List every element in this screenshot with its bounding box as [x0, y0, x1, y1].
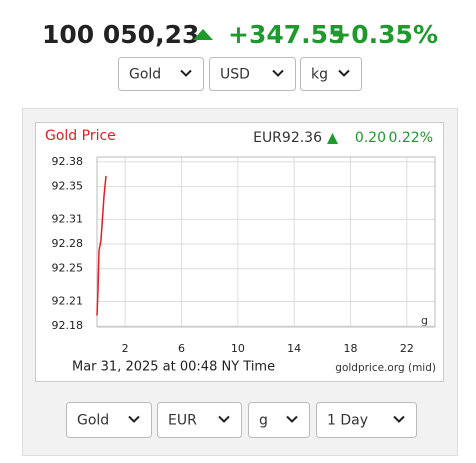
timestamp: Mar 31, 2025 at 00:48 NY Time: [72, 360, 275, 375]
y-tick-label: 92.25: [52, 262, 84, 275]
chart-change-pct: 0.22%: [389, 130, 433, 146]
chart-change: 0.20: [355, 130, 386, 146]
chart-box: [35, 122, 444, 382]
chart-up-arrow: [327, 133, 338, 144]
dropdown-label: Gold: [77, 413, 109, 429]
y-tick-label: 92.31: [52, 212, 84, 225]
dropdown-label: 1 Day: [327, 413, 368, 429]
dropdown[interactable]: g: [248, 402, 310, 438]
dropdown-label: g: [259, 413, 268, 429]
dropdown-box: [157, 402, 242, 438]
y-tick-label: 92.35: [52, 180, 84, 193]
x-tick-label: 10: [231, 342, 245, 355]
dropdown[interactable]: USD: [209, 57, 296, 91]
dropdown-arrow: [180, 69, 192, 77]
x-tick-label: 6: [178, 342, 185, 355]
dropdown-label: kg: [311, 67, 328, 83]
y-tick-label: 92.38: [52, 155, 84, 168]
dropdown-label: EUR: [168, 413, 197, 429]
unit-label: g: [421, 314, 428, 327]
dropdown-arrow: [393, 415, 405, 423]
dropdown-arrow: [218, 415, 230, 423]
dropdown-box: [118, 57, 204, 91]
chart-price: EUR92.36: [253, 130, 322, 146]
up-arrow: [193, 29, 213, 40]
header-change-pct: +0.35%: [330, 20, 438, 49]
source: goldprice.org (mid): [335, 362, 436, 374]
price-line: [96, 175, 107, 316]
dropdown[interactable]: Gold: [66, 402, 152, 438]
x-tick-label: 18: [344, 342, 358, 355]
x-tick-label: 22: [400, 342, 414, 355]
dropdown-box: [209, 57, 296, 91]
dropdown-box: [66, 402, 152, 438]
chart-title: Gold Price: [45, 128, 116, 144]
dropdown[interactable]: Gold: [118, 57, 204, 91]
header-price: 100 050,23: [42, 20, 199, 49]
dropdown-box: [248, 402, 310, 438]
y-tick-label: 92.18: [52, 319, 84, 332]
dropdown-box: [316, 402, 417, 438]
dropdown[interactable]: 1 Day: [316, 402, 417, 438]
header-change: +347.55: [228, 20, 345, 49]
dropdown[interactable]: kg: [300, 57, 362, 91]
x-tick-label: 2: [122, 342, 129, 355]
dropdown-arrow: [338, 69, 350, 77]
dropdown-arrow: [128, 415, 140, 423]
dropdown-label: Gold: [129, 67, 161, 83]
dropdown[interactable]: EUR: [157, 402, 242, 438]
dropdown-box: [300, 57, 362, 91]
dropdown-arrow: [272, 69, 284, 77]
y-tick-label: 92.28: [52, 237, 84, 250]
y-tick-label: 92.21: [52, 295, 84, 308]
dropdown-label: USD: [220, 67, 250, 83]
plot-border: [96, 156, 436, 328]
x-tick-label: 14: [287, 342, 301, 355]
dropdown-arrow: [286, 415, 298, 423]
